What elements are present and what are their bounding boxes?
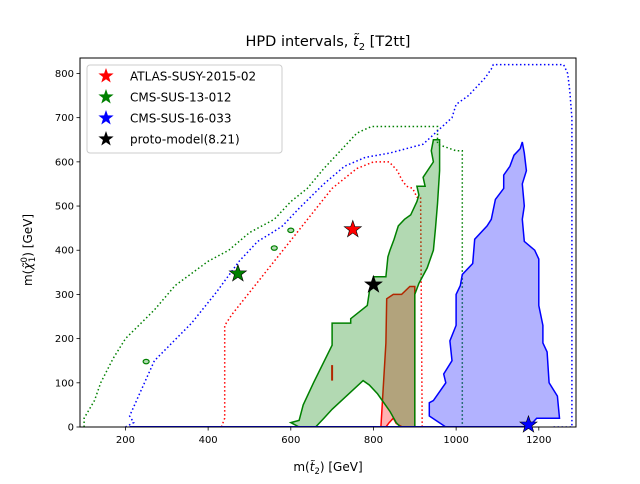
y-tick-label: 600	[55, 157, 74, 168]
y-tick-label: 700	[55, 113, 74, 124]
best-fit-star-atlas-susy-2015-02	[343, 219, 363, 238]
hpd-island-cms-sus-13-012	[287, 227, 295, 234]
legend-star-cms-sus-13-012	[98, 89, 114, 104]
legend-label-atlas-susy-2015-02: ATLAS-SUSY-2015-02	[130, 70, 256, 84]
y-axis-label: m(χ̃01) [GeV]	[20, 214, 38, 286]
x-tick-label: 800	[364, 435, 383, 446]
regions-layer	[83, 63, 573, 427]
legend-label-cms-sus-13-012: CMS-SUS-13-012	[130, 91, 232, 105]
hpd-dotted-contour-atlas-susy-2015-02	[220, 161, 423, 427]
hpd-island-cms-sus-13-012	[142, 358, 150, 365]
legend-box	[86, 64, 283, 154]
y-tick-label: 300	[55, 290, 74, 301]
best-fit-star-cms-sus-13-012	[228, 263, 248, 282]
x-axis-label: m(t̃2) [GeV]	[293, 460, 362, 477]
chart-title: HPD intervals, t̃2 [T2tt]	[246, 33, 411, 53]
hpd-dotted-contour-cms-sus-16-033	[125, 63, 573, 427]
y-tick-label: 500	[55, 202, 74, 213]
legend-star-cms-sus-16-033	[98, 110, 114, 125]
x-tick-label: 200	[116, 435, 135, 446]
x-tick-label: 1200	[526, 435, 551, 446]
hpd-filled-region-cms-sus-13-012	[288, 139, 441, 427]
legend-star-proto-model-8-21-	[98, 131, 114, 146]
x-tick-label: 400	[199, 435, 218, 446]
best-fit-star-cms-sus-16-033	[519, 414, 538, 433]
plot-frame	[79, 57, 577, 428]
y-tick-label: 100	[55, 378, 74, 389]
y-tick-label: 200	[55, 334, 74, 345]
y-tick-label: 800	[55, 69, 74, 80]
legend-star-atlas-susy-2015-02	[98, 68, 114, 83]
hpd-island-cms-sus-13-012	[270, 245, 278, 251]
y-tick-label: 400	[55, 246, 74, 257]
markers-layer	[228, 219, 538, 433]
legend-label-cms-sus-16-033: CMS-SUS-16-033	[130, 112, 232, 126]
hpd-filled-region-cms-sus-16-033	[428, 141, 561, 427]
best-fit-star-proto-model-8-21-	[364, 274, 383, 293]
x-tick-label: 600	[281, 435, 300, 446]
legend: ATLAS-SUSY-2015-02 CMS-SUS-13-012 CMS-SUS-…	[86, 64, 283, 154]
x-tick-label: 1000	[443, 435, 468, 446]
y-tick-label: 0	[68, 423, 74, 434]
axes-layer: 200 400 600 800 1000 1200 0 100 200 300 400 500 600 7…	[55, 57, 577, 446]
legend-label-proto-model-8-21-: proto-model(8.21)	[130, 133, 240, 147]
